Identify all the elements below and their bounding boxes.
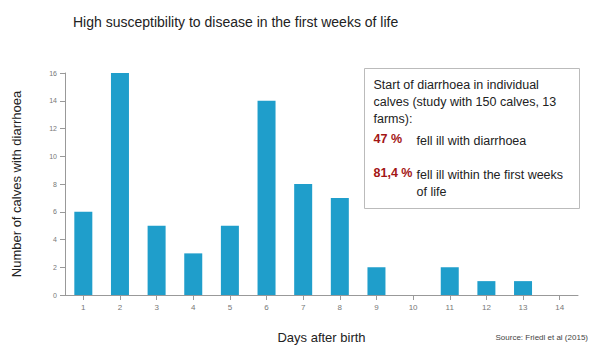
svg-text:8: 8 [338, 303, 343, 312]
svg-text:10: 10 [409, 303, 418, 312]
svg-text:fell ill within the first week: fell ill within the first weeks [417, 168, 567, 182]
svg-text:6: 6 [264, 303, 269, 312]
svg-text:2: 2 [53, 264, 57, 271]
svg-text:Days after birth: Days after birth [277, 330, 365, 345]
svg-text:4: 4 [53, 236, 57, 243]
svg-text:14: 14 [555, 303, 564, 312]
svg-text:calves (study with 150 calves,: calves (study with 150 calves, 13 [374, 95, 560, 109]
svg-text:2: 2 [118, 303, 123, 312]
svg-text:12: 12 [482, 303, 491, 312]
svg-text:0: 0 [53, 292, 57, 299]
svg-text:12: 12 [49, 125, 57, 132]
svg-text:4: 4 [191, 303, 196, 312]
svg-text:1: 1 [81, 303, 86, 312]
svg-text:14: 14 [49, 97, 57, 104]
svg-text:7: 7 [301, 303, 306, 312]
svg-text:farms):: farms): [374, 112, 413, 126]
svg-text:16: 16 [49, 70, 57, 77]
svg-text:3: 3 [154, 303, 159, 312]
svg-text:Start of diarrhoea in individu: Start of diarrhoea in individual [374, 78, 543, 92]
svg-text:8: 8 [53, 181, 57, 188]
svg-text:6: 6 [53, 208, 57, 215]
svg-text:High susceptibility to disease: High susceptibility to disease in the fi… [73, 14, 398, 30]
svg-text:81,4 %: 81,4 % [374, 166, 413, 180]
svg-text:47 %: 47 % [374, 132, 403, 146]
svg-text:fell ill with diarrhoea: fell ill with diarrhoea [417, 134, 527, 148]
svg-text:13: 13 [519, 303, 528, 312]
svg-text:11: 11 [446, 303, 455, 312]
svg-text:5: 5 [228, 303, 233, 312]
svg-text:9: 9 [374, 303, 379, 312]
svg-text:of life: of life [417, 185, 447, 199]
svg-text:Source: Friedl et al (2015): Source: Friedl et al (2015) [496, 333, 589, 342]
svg-text:Number of calves with diarrhoe: Number of calves with diarrhoea [9, 90, 24, 277]
svg-text:10: 10 [49, 153, 57, 160]
